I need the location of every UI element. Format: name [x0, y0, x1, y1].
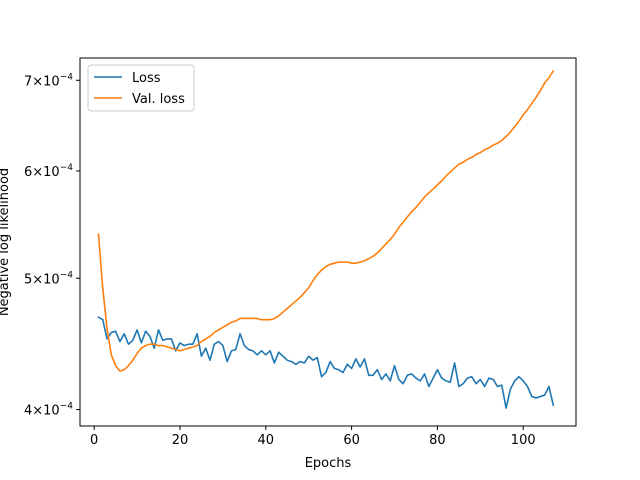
axes-spines [79, 57, 577, 427]
legend-label-val-loss: Val. loss [132, 92, 185, 107]
series-layer [97, 69, 555, 409]
y-axis-ticks: 4×10−4 5×10−4 6×10−4 7×10−4 [24, 72, 80, 419]
y-tick-label: 4×10−4 [24, 402, 73, 419]
series-line-val-loss [97, 69, 555, 372]
y-axis-label: Negative log likelihood [0, 168, 12, 316]
y-tick-label: 5×10−4 [24, 270, 73, 287]
x-axis-label: Epochs [305, 456, 352, 471]
x-tick-label: 100 [511, 433, 536, 448]
axes-frame [79, 57, 577, 427]
legend: Loss Val. loss [87, 64, 195, 112]
x-tick-label: 80 [429, 433, 446, 448]
y-tick-label: 6×10−4 [24, 163, 73, 180]
x-tick-label: 0 [90, 433, 98, 448]
legend-label-loss: Loss [132, 71, 161, 86]
x-tick-label: 60 [343, 433, 360, 448]
x-tick-label: 40 [258, 433, 275, 448]
series-line-loss [97, 316, 555, 409]
y-tick-label: 7×10−4 [24, 72, 73, 89]
x-axis-ticks: 0 20 40 60 80 100 [90, 426, 536, 448]
x-tick-label: 20 [172, 433, 189, 448]
